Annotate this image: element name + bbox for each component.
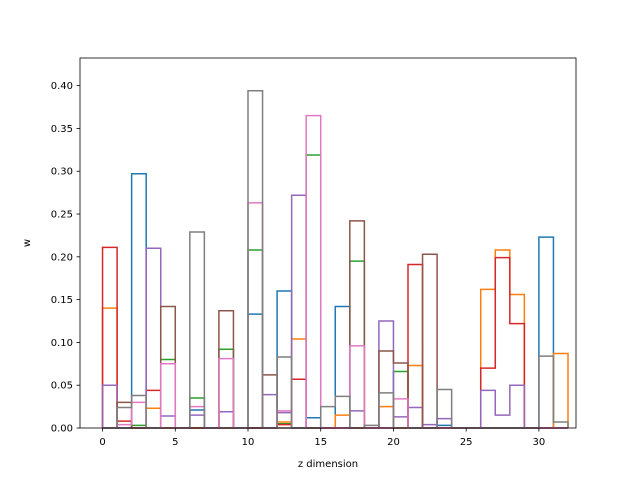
y-tick-label: 0.25 — [51, 210, 73, 221]
y-tick-label: 0.20 — [51, 252, 73, 263]
y-axis: 0.00 0.05 0.10 0.15 0.20 0.25 0.30 0.35 0.40 — [51, 81, 80, 435]
y-tick-label: 0.00 — [51, 424, 73, 435]
x-tick-label: 0 — [99, 437, 105, 448]
x-tick-label: 25 — [460, 437, 473, 448]
x-axis: 0 5 10 15 20 25 30 — [99, 428, 545, 448]
y-tick-label: 0.30 — [51, 167, 73, 178]
x-tick-label: 10 — [242, 437, 255, 448]
y-axis-label: w — [22, 239, 33, 247]
y-tick-label: 0.15 — [51, 295, 73, 306]
x-tick-label: 15 — [314, 437, 327, 448]
y-tick-label: 0.10 — [51, 338, 73, 349]
x-tick-label: 20 — [387, 437, 400, 448]
plot-frame — [79, 57, 577, 429]
y-tick-label: 0.40 — [51, 81, 73, 92]
x-axis-label: z dimension — [298, 459, 358, 470]
x-tick-label: 5 — [172, 437, 178, 448]
x-tick-label: 30 — [533, 437, 546, 448]
y-tick-label: 0.35 — [51, 124, 73, 135]
y-tick-label: 0.05 — [51, 381, 73, 392]
